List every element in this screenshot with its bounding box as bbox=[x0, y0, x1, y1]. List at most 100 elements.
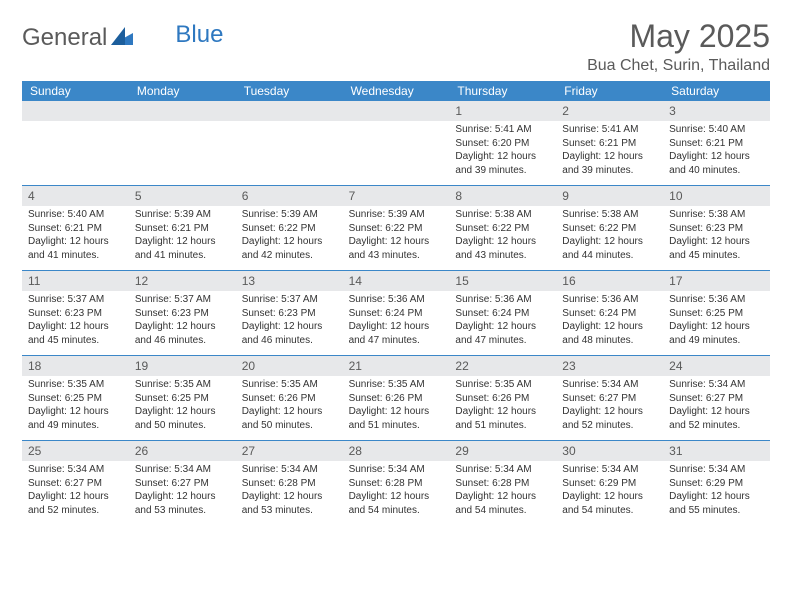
daylight-text: Daylight: 12 hours and 45 minutes. bbox=[28, 320, 123, 347]
day-cell: 24Sunrise: 5:34 AMSunset: 6:27 PMDayligh… bbox=[663, 356, 770, 440]
week-row: 18Sunrise: 5:35 AMSunset: 6:25 PMDayligh… bbox=[22, 356, 770, 441]
daylight-text: Daylight: 12 hours and 49 minutes. bbox=[669, 320, 764, 347]
day-cell: 18 Sunrise: 5:35 AMSunset: 6:25 PMDayligh… bbox=[22, 356, 129, 440]
day-cell: 19Sunrise: 5:35 AMSunset: 6:25 PMDayligh… bbox=[129, 356, 236, 440]
sunset-text: Sunset: 6:25 PM bbox=[28, 392, 123, 406]
sunset-text: Sunset: 6:26 PM bbox=[455, 392, 550, 406]
day-number: 26 bbox=[129, 441, 236, 461]
sunset-text: Sunset: 6:29 PM bbox=[562, 477, 657, 491]
daylight-text: Daylight: 12 hours and 51 minutes. bbox=[455, 405, 550, 432]
day-number bbox=[343, 101, 450, 121]
day-body: Sunrise: 5:35 AMSunset: 6:26 PMDaylight:… bbox=[343, 378, 450, 436]
sunrise-text: Sunrise: 5:35 AM bbox=[28, 378, 123, 392]
sunrise-text: Sunrise: 5:39 AM bbox=[349, 208, 444, 222]
day-cell: 28Sunrise: 5:34 AMSunset: 6:28 PMDayligh… bbox=[343, 441, 450, 525]
day-number bbox=[129, 101, 236, 121]
sunset-text: Sunset: 6:28 PM bbox=[242, 477, 337, 491]
sunset-text: Sunset: 6:27 PM bbox=[669, 392, 764, 406]
sunset-text: Sunset: 6:23 PM bbox=[242, 307, 337, 321]
daylight-text: Daylight: 12 hours and 40 minutes. bbox=[669, 150, 764, 177]
day-number: 29 bbox=[449, 441, 556, 461]
logo-mark-icon bbox=[111, 24, 133, 52]
day-body: Sunrise: 5:34 AMSunset: 6:27 PMDaylight:… bbox=[129, 463, 236, 521]
day-body: Sunrise: 5:34 AMSunset: 6:28 PMDaylight:… bbox=[449, 463, 556, 521]
daylight-text: Daylight: 12 hours and 54 minutes. bbox=[349, 490, 444, 517]
day-number: 8 bbox=[449, 186, 556, 206]
day-cell: 14Sunrise: 5:36 AMSunset: 6:24 PMDayligh… bbox=[343, 271, 450, 355]
sunset-text: Sunset: 6:22 PM bbox=[349, 222, 444, 236]
day-cell: 15Sunrise: 5:36 AMSunset: 6:24 PMDayligh… bbox=[449, 271, 556, 355]
daylight-text: Daylight: 12 hours and 43 minutes. bbox=[349, 235, 444, 262]
day-cell: 12Sunrise: 5:37 AMSunset: 6:23 PMDayligh… bbox=[129, 271, 236, 355]
daylight-text: Daylight: 12 hours and 50 minutes. bbox=[135, 405, 230, 432]
day-number: 18 bbox=[22, 356, 129, 376]
sunrise-text: Sunrise: 5:41 AM bbox=[562, 123, 657, 137]
day-body: Sunrise: 5:40 AMSunset: 6:21 PMDaylight:… bbox=[663, 123, 770, 181]
day-cell: 20Sunrise: 5:35 AMSunset: 6:26 PMDayligh… bbox=[236, 356, 343, 440]
day-number: 6 bbox=[236, 186, 343, 206]
daylight-text: Daylight: 12 hours and 49 minutes. bbox=[28, 405, 123, 432]
day-body: Sunrise: 5:34 AMSunset: 6:29 PMDaylight:… bbox=[556, 463, 663, 521]
day-body: Sunrise: 5:41 AMSunset: 6:20 PMDaylight:… bbox=[449, 123, 556, 181]
logo: General Blue bbox=[22, 24, 223, 52]
daylight-text: Daylight: 12 hours and 53 minutes. bbox=[135, 490, 230, 517]
sunset-text: Sunset: 6:29 PM bbox=[669, 477, 764, 491]
daylight-text: Daylight: 12 hours and 52 minutes. bbox=[669, 405, 764, 432]
sunrise-text: Sunrise: 5:37 AM bbox=[242, 293, 337, 307]
day-body: Sunrise: 5:39 AMSunset: 6:22 PMDaylight:… bbox=[343, 208, 450, 266]
day-body: Sunrise: 5:36 AMSunset: 6:24 PMDaylight:… bbox=[449, 293, 556, 351]
title-block: May 2025 Bua Chet, Surin, Thailand bbox=[587, 18, 770, 75]
daylight-text: Daylight: 12 hours and 51 minutes. bbox=[349, 405, 444, 432]
day-body: Sunrise: 5:34 AMSunset: 6:27 PMDaylight:… bbox=[556, 378, 663, 436]
sunset-text: Sunset: 6:28 PM bbox=[455, 477, 550, 491]
day-number: 4 bbox=[22, 186, 129, 206]
day-cell: 2Sunrise: 5:41 AMSunset: 6:21 PMDaylight… bbox=[556, 101, 663, 185]
location-text: Bua Chet, Surin, Thailand bbox=[587, 57, 770, 75]
sunrise-text: Sunrise: 5:34 AM bbox=[562, 463, 657, 477]
sunset-text: Sunset: 6:25 PM bbox=[669, 307, 764, 321]
day-number: 9 bbox=[556, 186, 663, 206]
daylight-text: Daylight: 12 hours and 52 minutes. bbox=[28, 490, 123, 517]
sunset-text: Sunset: 6:27 PM bbox=[562, 392, 657, 406]
week-row: 11Sunrise: 5:37 AMSunset: 6:23 PMDayligh… bbox=[22, 271, 770, 356]
day-cell: 27Sunrise: 5:34 AMSunset: 6:28 PMDayligh… bbox=[236, 441, 343, 525]
sunrise-text: Sunrise: 5:36 AM bbox=[455, 293, 550, 307]
day-body: Sunrise: 5:40 AMSunset: 6:21 PMDaylight:… bbox=[22, 208, 129, 266]
sunset-text: Sunset: 6:26 PM bbox=[242, 392, 337, 406]
week-row: 4Sunrise: 5:40 AMSunset: 6:21 PMDaylight… bbox=[22, 186, 770, 271]
sunset-text: Sunset: 6:24 PM bbox=[562, 307, 657, 321]
daylight-text: Daylight: 12 hours and 39 minutes. bbox=[562, 150, 657, 177]
daylight-text: Daylight: 12 hours and 39 minutes. bbox=[455, 150, 550, 177]
day-cell: 17Sunrise: 5:36 AMSunset: 6:25 PMDayligh… bbox=[663, 271, 770, 355]
day-body: Sunrise: 5:41 AMSunset: 6:21 PMDaylight:… bbox=[556, 123, 663, 181]
sunrise-text: Sunrise: 5:34 AM bbox=[349, 463, 444, 477]
day-cell: 31Sunrise: 5:34 AMSunset: 6:29 PMDayligh… bbox=[663, 441, 770, 525]
sunset-text: Sunset: 6:20 PM bbox=[455, 137, 550, 151]
day-cell bbox=[129, 101, 236, 185]
daylight-text: Daylight: 12 hours and 44 minutes. bbox=[562, 235, 657, 262]
week-row: 25Sunrise: 5:34 AMSunset: 6:27 PMDayligh… bbox=[22, 441, 770, 525]
sunset-text: Sunset: 6:27 PM bbox=[135, 477, 230, 491]
day-cell bbox=[236, 101, 343, 185]
day-cell: 21Sunrise: 5:35 AMSunset: 6:26 PMDayligh… bbox=[343, 356, 450, 440]
daylight-text: Daylight: 12 hours and 52 minutes. bbox=[562, 405, 657, 432]
sunset-text: Sunset: 6:24 PM bbox=[455, 307, 550, 321]
day-cell: 6Sunrise: 5:39 AMSunset: 6:22 PMDaylight… bbox=[236, 186, 343, 270]
sunset-text: Sunset: 6:22 PM bbox=[242, 222, 337, 236]
sunrise-text: Sunrise: 5:40 AM bbox=[28, 208, 123, 222]
day-body: Sunrise: 5:39 AMSunset: 6:22 PMDaylight:… bbox=[236, 208, 343, 266]
day-body bbox=[129, 123, 236, 183]
sunrise-text: Sunrise: 5:34 AM bbox=[28, 463, 123, 477]
day-number bbox=[22, 101, 129, 121]
day-cell: 25Sunrise: 5:34 AMSunset: 6:27 PMDayligh… bbox=[22, 441, 129, 525]
sunrise-text: Sunrise: 5:40 AM bbox=[669, 123, 764, 137]
header: General Blue May 2025 Bua Chet, Surin, T… bbox=[22, 18, 770, 75]
daylight-text: Daylight: 12 hours and 46 minutes. bbox=[135, 320, 230, 347]
daylight-text: Daylight: 12 hours and 41 minutes. bbox=[28, 235, 123, 262]
day-number: 31 bbox=[663, 441, 770, 461]
day-number: 10 bbox=[663, 186, 770, 206]
day-number: 25 bbox=[22, 441, 129, 461]
daylight-text: Daylight: 12 hours and 55 minutes. bbox=[669, 490, 764, 517]
daylight-text: Daylight: 12 hours and 50 minutes. bbox=[242, 405, 337, 432]
sunrise-text: Sunrise: 5:34 AM bbox=[562, 378, 657, 392]
